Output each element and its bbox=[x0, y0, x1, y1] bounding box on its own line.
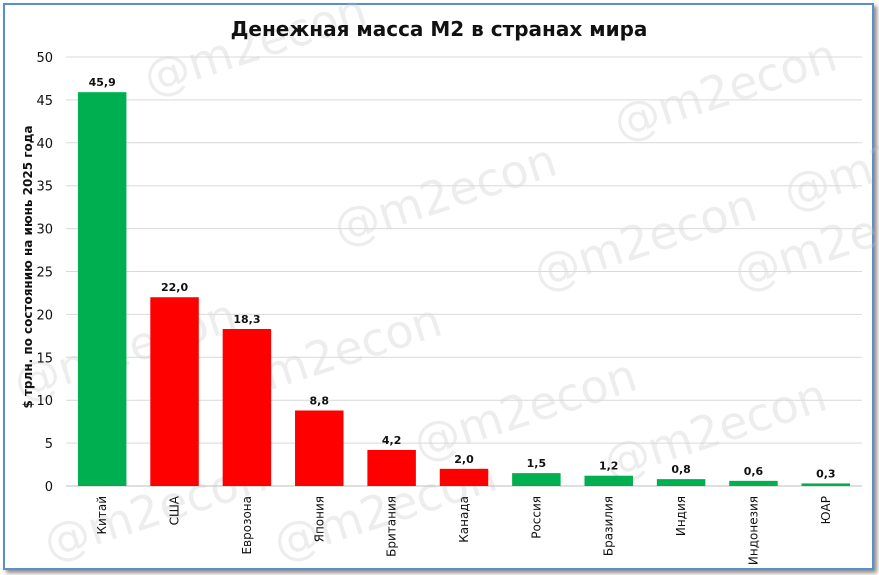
bar bbox=[729, 480, 778, 486]
watermark-text: @m2econ bbox=[137, 0, 373, 105]
category-label: США bbox=[168, 495, 182, 525]
y-tick-label: 15 bbox=[36, 351, 53, 366]
watermark-text: @m2econ bbox=[527, 178, 763, 301]
data-label: 1,5 bbox=[527, 457, 547, 470]
category-label: Япония bbox=[312, 496, 326, 542]
data-label: 4,2 bbox=[382, 434, 402, 447]
data-label: 8,8 bbox=[310, 394, 330, 407]
data-labels: 45,9 22,0 18,3 8,8 4,2 2,0 1,5 1,2 0,8 0,6 0,3 bbox=[89, 76, 836, 480]
bar bbox=[77, 92, 127, 486]
bar bbox=[801, 483, 851, 486]
bar bbox=[656, 479, 706, 486]
bar bbox=[222, 328, 272, 486]
data-label: 22,0 bbox=[161, 281, 188, 294]
chart-title: Денежная масса М2 в странах мира bbox=[231, 17, 648, 41]
data-label: 45,9 bbox=[89, 76, 116, 89]
data-label: 0,8 bbox=[671, 463, 691, 476]
category-label: Бразилия bbox=[602, 496, 616, 556]
bar bbox=[439, 468, 489, 486]
category-label: Еврозона bbox=[240, 496, 254, 555]
chart-frame bbox=[3, 3, 874, 570]
watermark-text: @m2econ bbox=[607, 28, 843, 151]
bar bbox=[512, 473, 561, 486]
y-tick-label: 40 bbox=[36, 137, 53, 152]
category-label: Канада bbox=[457, 496, 471, 543]
category-label: Индия bbox=[674, 496, 688, 536]
y-tick-label: 30 bbox=[36, 223, 53, 238]
y-tick-label: 20 bbox=[36, 308, 53, 323]
y-tick-label: 50 bbox=[36, 51, 53, 66]
category-label: ЮАР bbox=[819, 496, 833, 524]
data-label: 0,6 bbox=[744, 465, 764, 478]
y-axis-label: $ трлн. по состоянию на июнь 2025 года bbox=[21, 125, 35, 408]
y-tick-label: 0 bbox=[45, 480, 53, 495]
data-label: 1,2 bbox=[599, 460, 619, 473]
category-label: Индонезия bbox=[746, 496, 760, 565]
category-label: Британия bbox=[385, 496, 399, 557]
y-tick-label: 10 bbox=[36, 394, 53, 409]
data-label: 2,0 bbox=[454, 453, 474, 466]
category-label: Китай bbox=[95, 496, 109, 534]
y-tick-label: 45 bbox=[36, 94, 53, 109]
watermark-text: @m2econ bbox=[777, 98, 879, 221]
data-label: 0,3 bbox=[816, 467, 836, 480]
x-axis-categories: Китай США Еврозона Япония Британия Канада Росс… bbox=[95, 495, 833, 565]
bar bbox=[367, 449, 416, 486]
bar bbox=[584, 475, 633, 486]
y-tick-label: 5 bbox=[45, 437, 53, 452]
bar bbox=[295, 410, 344, 486]
bars bbox=[77, 92, 851, 486]
bar bbox=[150, 297, 199, 486]
watermark-text: @m2econ bbox=[327, 133, 563, 256]
y-tick-label: 35 bbox=[36, 180, 53, 195]
category-label: Россия bbox=[529, 496, 543, 539]
y-axis-ticks: 0 5 10 15 20 25 30 35 40 45 50 bbox=[36, 51, 53, 495]
y-tick-label: 25 bbox=[36, 266, 53, 281]
data-label: 18,3 bbox=[233, 313, 260, 326]
